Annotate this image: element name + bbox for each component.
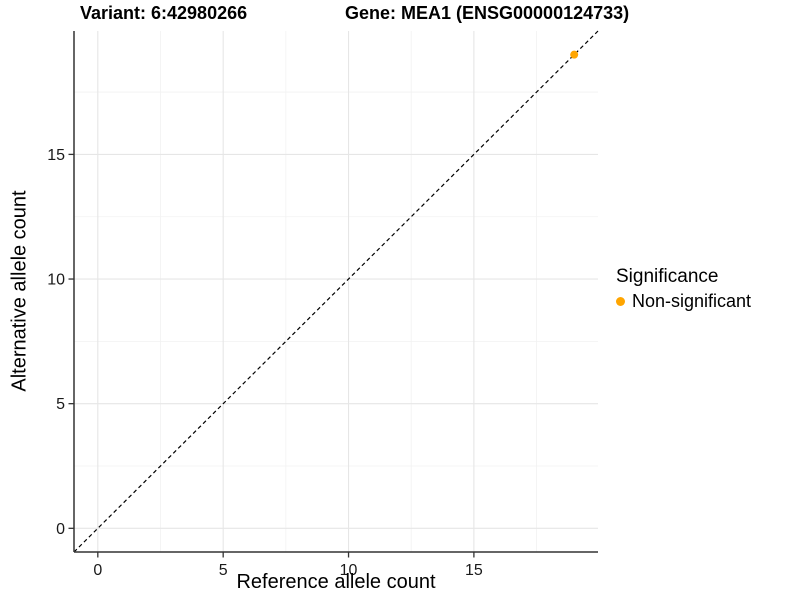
plot-title-variant: Variant: 6:42980266 bbox=[80, 3, 248, 23]
plot-title-gene: Gene: MEA1 (ENSG00000124733) bbox=[345, 3, 630, 23]
svg-text:5: 5 bbox=[56, 396, 65, 413]
svg-text:0: 0 bbox=[93, 562, 102, 579]
identity-reference-line bbox=[73, 30, 599, 553]
legend: Significance Non-significant bbox=[616, 266, 751, 312]
svg-text:10: 10 bbox=[47, 272, 65, 289]
y-axis-title: Alternative allele count bbox=[8, 190, 31, 392]
svg-text:10: 10 bbox=[340, 562, 358, 579]
svg-text:15: 15 bbox=[47, 147, 65, 164]
svg-text:15: 15 bbox=[465, 562, 483, 579]
legend-title: Significance bbox=[616, 266, 719, 287]
svg-text:5: 5 bbox=[219, 562, 228, 579]
legend-item-non-significant: Non-significant bbox=[616, 291, 751, 312]
legend-point-icon bbox=[616, 297, 625, 306]
data-point bbox=[570, 50, 579, 59]
legend-item-label: Non-significant bbox=[632, 291, 752, 311]
x-axis-title: Reference allele count bbox=[236, 571, 436, 593]
plot-title: Variant: 6:42980266 Gene: MEA1 (ENSG0000… bbox=[0, 3, 800, 27]
svg-text:0: 0 bbox=[56, 521, 65, 538]
